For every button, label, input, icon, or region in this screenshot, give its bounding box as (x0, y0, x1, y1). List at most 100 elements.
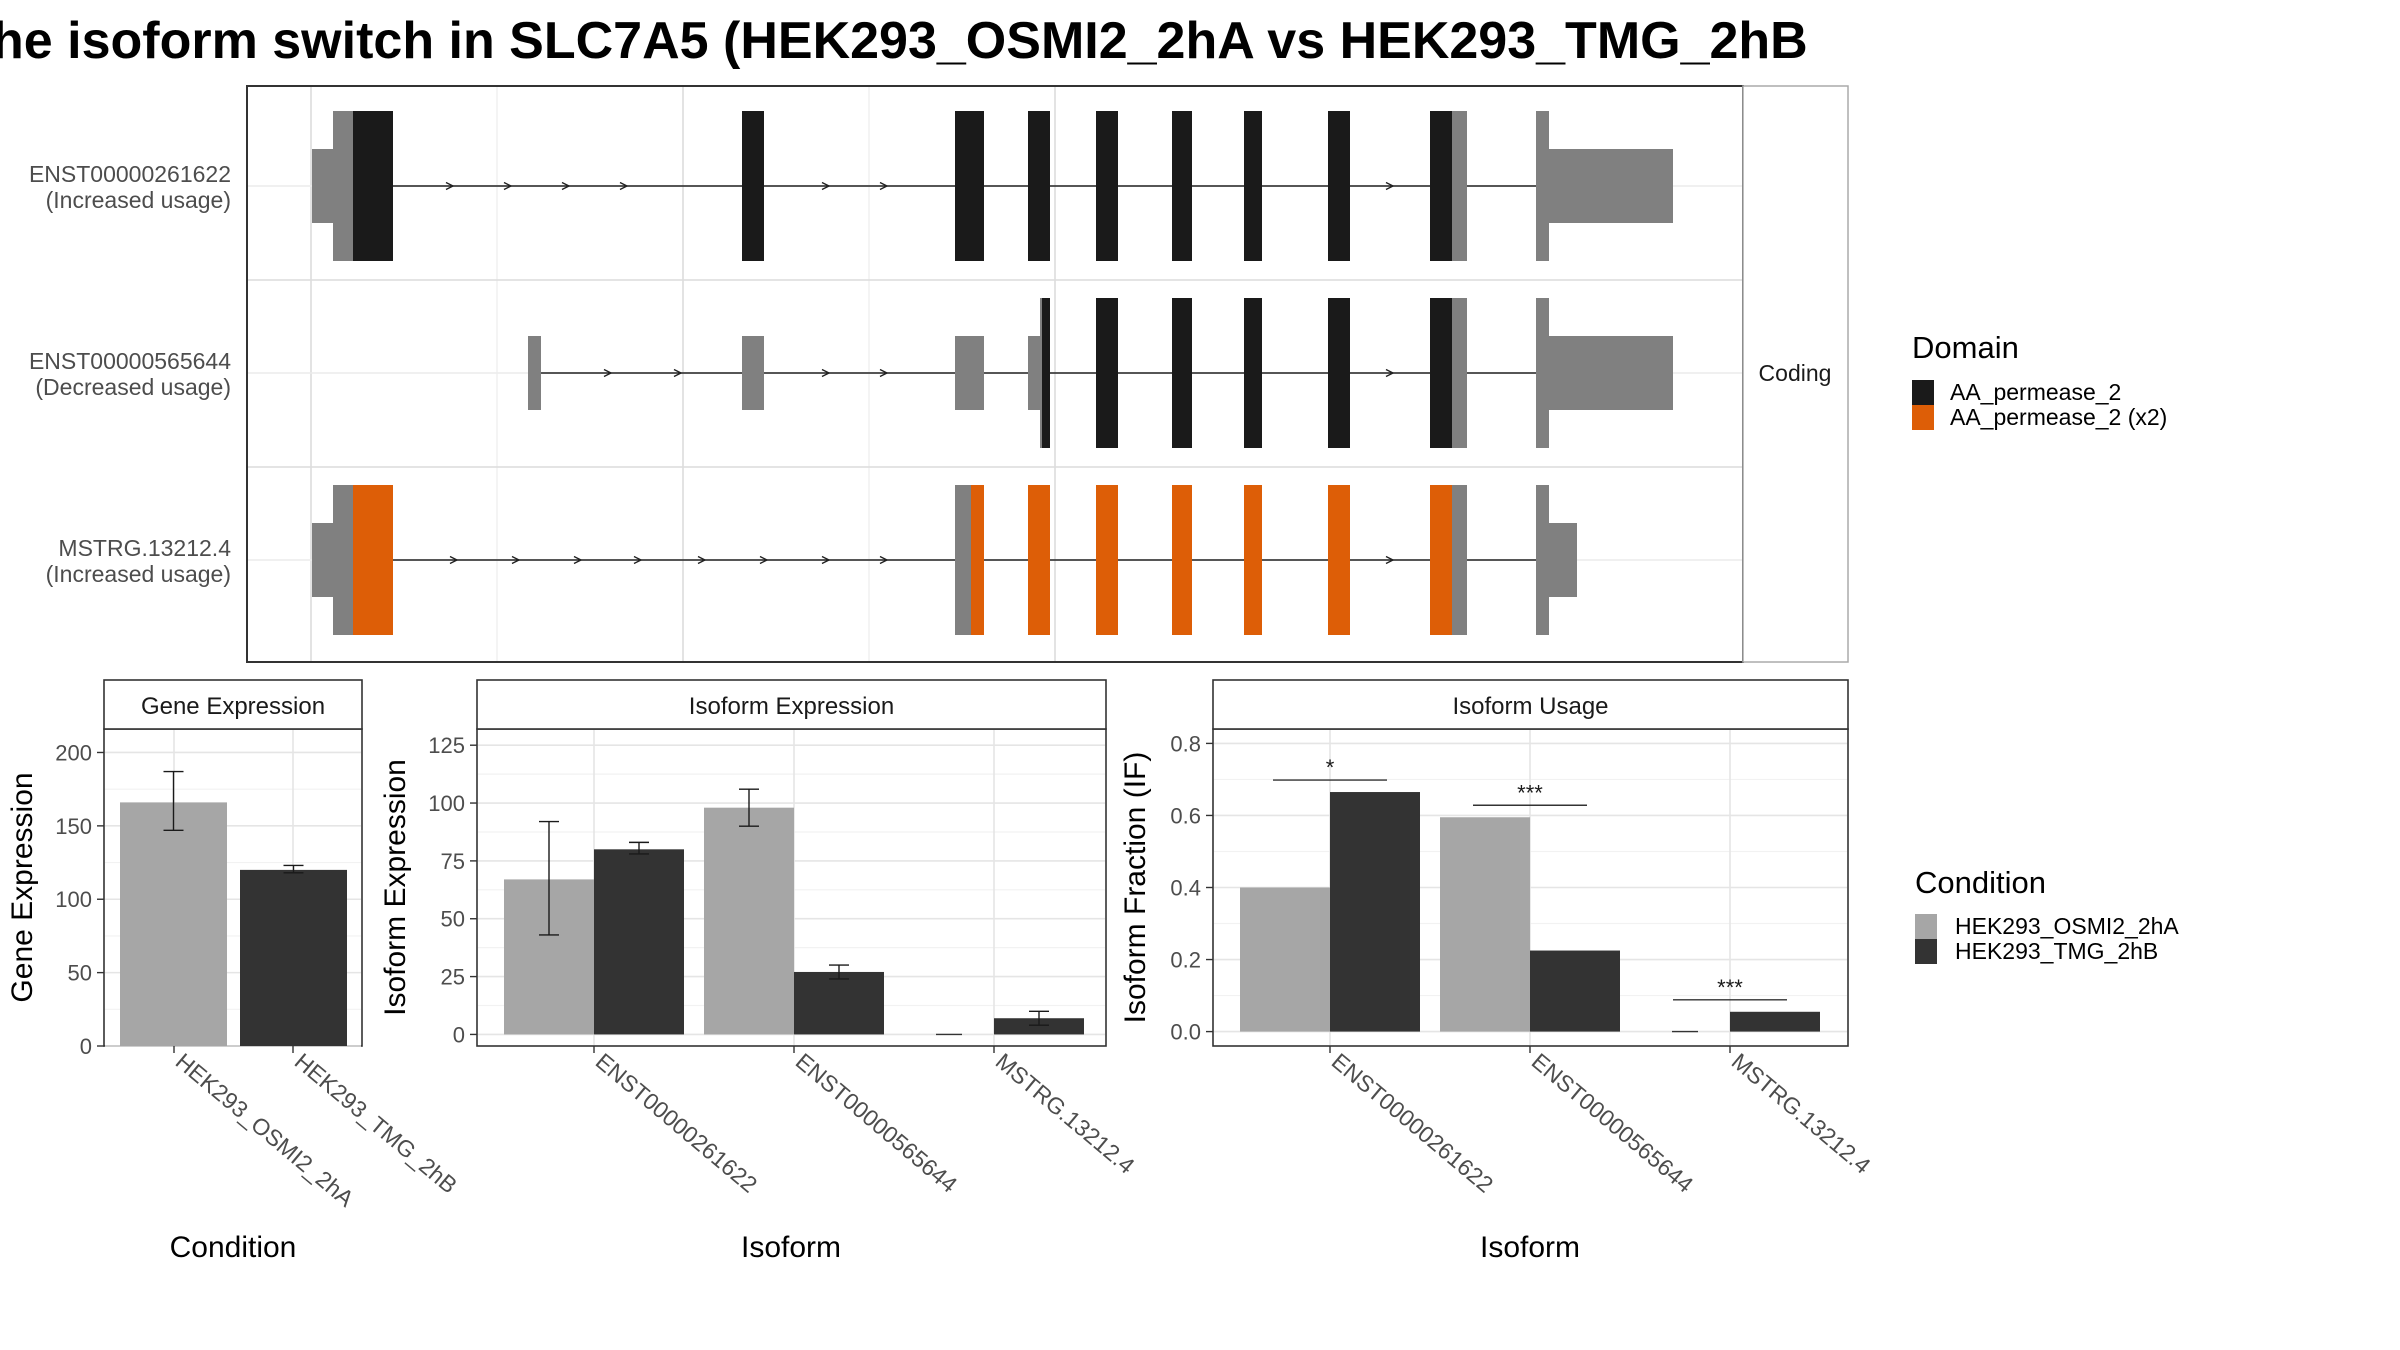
y-tick-label: 100 (55, 887, 92, 912)
x-axis-title: Isoform (1480, 1231, 1580, 1264)
exon-block (353, 111, 393, 261)
x-tick-label: MSTRG.13212.4 (991, 1048, 1140, 1179)
exon-block (1244, 485, 1262, 635)
exon-block (742, 111, 764, 261)
transcript-usage-label: (Increased usage) (46, 561, 231, 587)
domain-legend-swatch-1 (1912, 380, 1934, 405)
transcript-model-1 (312, 111, 1673, 261)
strand-arrow (619, 181, 629, 191)
domain-legend-label-1: AA_permease_2 (1950, 379, 2121, 405)
x-tick-label: ENST00000565644 (1527, 1048, 1699, 1198)
exon-block (1028, 485, 1050, 635)
significance-label: *** (1517, 780, 1543, 805)
exon-block (1536, 111, 1549, 261)
exon-block (1549, 149, 1673, 223)
y-axis-title: Gene Expression (6, 772, 39, 1002)
transcript-model-2 (528, 298, 1673, 448)
exon-block (1452, 485, 1467, 635)
exon-block (333, 111, 353, 261)
transcript-id-label: ENST00000565644 (29, 348, 231, 374)
exon-block (955, 111, 984, 261)
panel-title-strip (1212, 679, 1849, 730)
strand-arrow (573, 555, 583, 565)
transcript-structure-panel: ENST00000261622(Increased usage)ENST0000… (29, 85, 1849, 663)
bar-panels: Gene Expression050100150200HEK293_OSMI2_… (6, 679, 1876, 1264)
bar (1240, 887, 1330, 1032)
significance-label: *** (1717, 975, 1743, 1000)
panel-title: Isoform Expression (689, 693, 894, 720)
y-tick-label: 0.8 (1170, 731, 1201, 756)
strand-arrow (561, 181, 571, 191)
strand-arrow (445, 181, 455, 191)
x-tick-label: ENST00000261622 (1327, 1048, 1499, 1198)
transcript-id-label: ENST00000261622 (29, 161, 231, 187)
strand-arrow (603, 368, 613, 378)
strand-arrow (821, 555, 831, 565)
exon-block (1172, 485, 1192, 635)
y-tick-label: 150 (55, 814, 92, 839)
exon-block (1328, 111, 1350, 261)
y-tick-label: 0.6 (1170, 803, 1201, 828)
exon-block (1096, 485, 1118, 635)
exon-block (1549, 336, 1673, 410)
structure-facet-strip (1742, 85, 1849, 663)
exon-block (1430, 485, 1452, 635)
exon-block (353, 485, 393, 635)
domain-legend-title: Domain (1912, 330, 2019, 365)
exon-block (1172, 111, 1192, 261)
transcript-model-3 (312, 485, 1577, 635)
bar-panel-2: Isoform Expression 0 25 50 75 100 125 ENST00000… (379, 679, 1140, 1264)
exon-block (742, 336, 764, 410)
strand-arrow (1385, 555, 1395, 565)
strand-arrow (511, 555, 521, 565)
transcript-usage-label: (Increased usage) (46, 187, 231, 213)
exon-block (1244, 111, 1262, 261)
exon-block (312, 523, 333, 597)
figure-title: he isoform switch in SLC7A5 (HEK293_OSMI… (0, 12, 1808, 70)
x-tick-label: ENST00000565644 (791, 1048, 963, 1198)
transcript-labels: ENST00000261622(Increased usage)ENST0000… (29, 161, 231, 587)
strand-arrow (821, 368, 831, 378)
y-tick-label: 50 (441, 907, 465, 932)
condition-legend-swatch-1 (1915, 914, 1937, 939)
strand-arrow (697, 555, 707, 565)
strand-arrow (821, 181, 831, 191)
domain-legend-swatch-2 (1912, 405, 1934, 430)
exon-block (1172, 298, 1192, 448)
exon-block (1328, 298, 1350, 448)
exon-block (1430, 298, 1452, 448)
exon-block (1452, 111, 1467, 261)
bar (240, 869, 347, 1046)
exon-block (1536, 485, 1549, 635)
strand-arrow (879, 555, 889, 565)
strand-arrow (673, 368, 683, 378)
bar (1530, 950, 1620, 1032)
exon-block (1028, 336, 1040, 410)
exon-block (955, 336, 984, 410)
y-tick-label: 50 (68, 961, 92, 986)
strand-arrow (879, 181, 889, 191)
significance-label: * (1326, 755, 1335, 780)
y-tick-label: 125 (428, 733, 465, 758)
exon-block (1452, 298, 1467, 448)
bar (120, 802, 227, 1046)
domain-legend: Domain AA_permease_2 AA_permease_2 (x2) (1912, 330, 2167, 430)
x-tick-label: MSTRG.13212.4 (1727, 1048, 1876, 1179)
exon-block (312, 149, 333, 223)
bar (1330, 792, 1420, 1032)
exon-block (528, 336, 541, 410)
bar (1730, 1011, 1820, 1032)
strand-arrow (879, 368, 889, 378)
panel-title-strip (103, 679, 363, 730)
y-tick-label: 200 (55, 740, 92, 765)
x-axis-title: Isoform (741, 1231, 841, 1264)
bar-panel-3: Isoform Usage0.00.20.40.60.8*******ENST0… (1119, 679, 1876, 1264)
bar (794, 971, 884, 1035)
exon-block (1028, 111, 1050, 261)
strand-arrow (1385, 368, 1395, 378)
transcript-usage-label: (Decreased usage) (35, 374, 231, 400)
y-axis-title: Isoform Fraction (IF) (1119, 752, 1152, 1024)
exon-block (971, 485, 984, 635)
strand-arrow (449, 555, 459, 565)
